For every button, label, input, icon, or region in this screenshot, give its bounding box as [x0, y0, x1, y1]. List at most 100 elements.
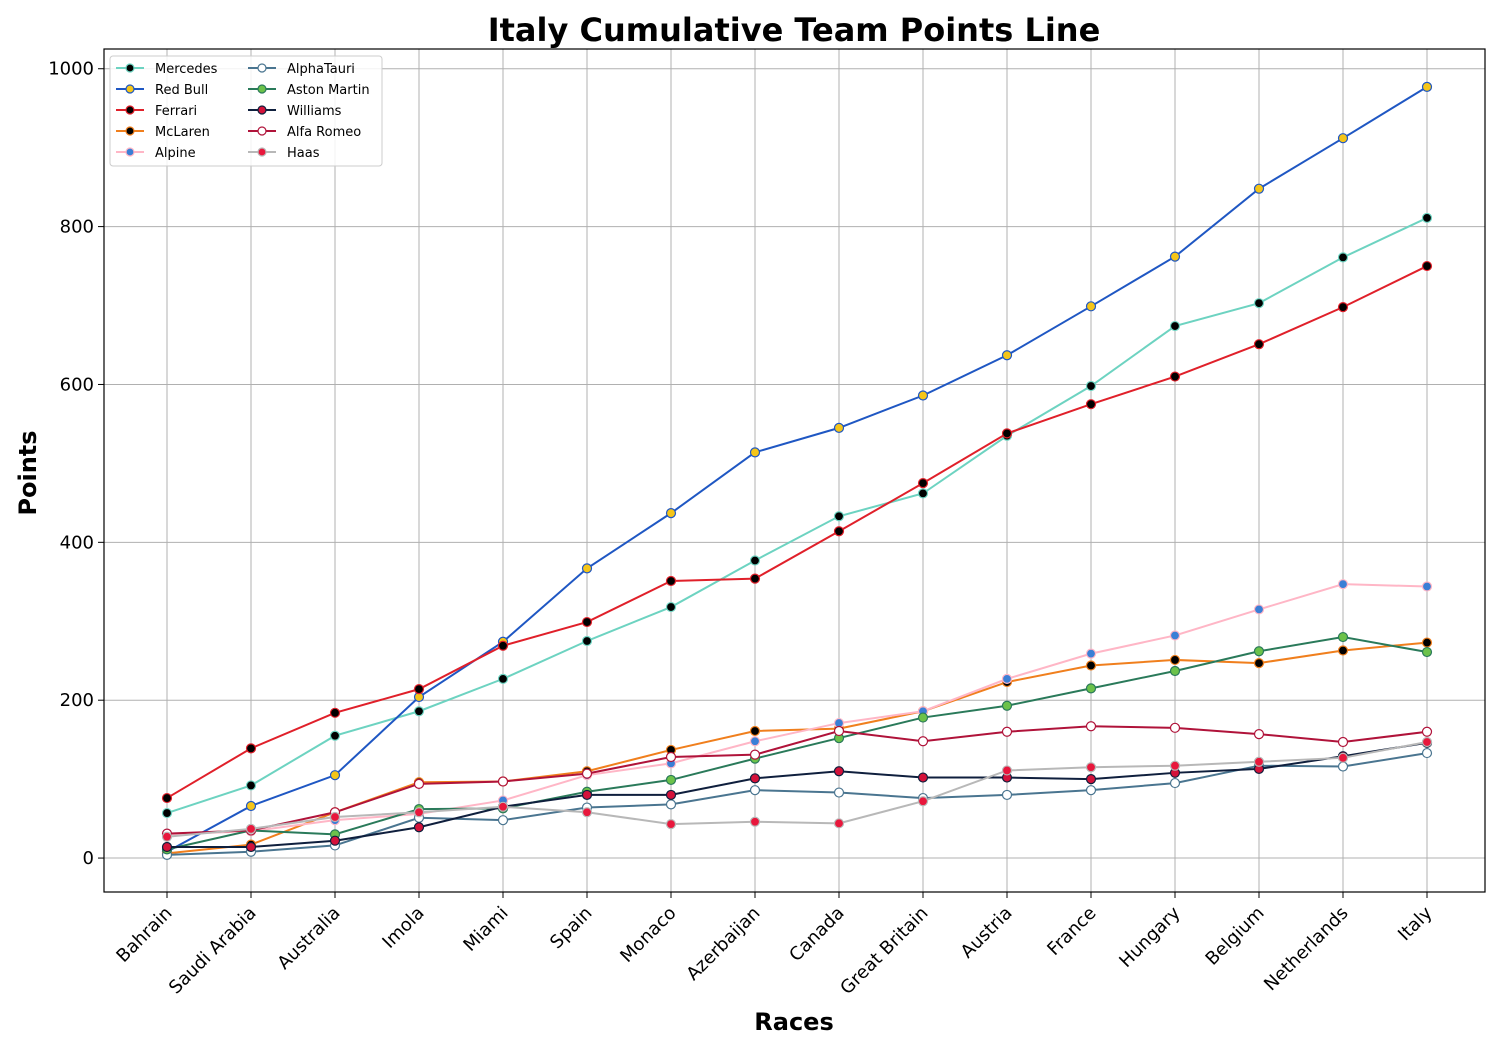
data-point	[497, 640, 509, 651]
data-point	[1253, 339, 1265, 350]
data-point	[1253, 298, 1265, 309]
grid	[104, 49, 1485, 892]
legend-swatch-marker	[125, 63, 135, 73]
data-point	[749, 736, 761, 747]
data-point	[749, 773, 761, 784]
data-point	[665, 819, 677, 830]
data-point	[161, 792, 173, 804]
data-point	[1001, 765, 1013, 776]
data-point	[1421, 637, 1433, 648]
x-tick-label: Belgium	[1202, 903, 1269, 970]
data-point	[245, 823, 257, 834]
data-point	[245, 780, 257, 791]
data-point	[749, 785, 761, 796]
data-point	[1169, 722, 1181, 733]
x-tick-label: Australia	[273, 903, 344, 974]
legend-swatch-marker	[257, 147, 267, 157]
y-axis-ticks: 0 200 400 600 800 1000	[48, 59, 104, 869]
x-tick-label: Miami	[459, 903, 512, 956]
data-point	[161, 807, 173, 819]
legend-item: Williams	[248, 104, 342, 119]
data-point	[917, 478, 929, 489]
data-point	[665, 774, 677, 786]
data-point	[833, 526, 845, 537]
data-point	[245, 743, 257, 754]
data-point	[749, 555, 761, 566]
y-tick-label: 1000	[48, 59, 94, 80]
legend-swatch-marker	[257, 105, 267, 115]
data-point	[833, 725, 845, 737]
x-tick-label: Spain	[546, 903, 596, 953]
series-alphatauri	[161, 747, 1433, 861]
data-point	[665, 799, 677, 810]
data-point	[1421, 260, 1433, 272]
data-point	[329, 770, 341, 781]
data-point	[833, 766, 845, 777]
data-point	[1085, 301, 1097, 312]
data-point	[1337, 752, 1349, 763]
data-point	[1001, 789, 1013, 801]
legend-item: Alpine	[116, 146, 196, 161]
x-axis-label: Races	[754, 1008, 833, 1036]
data-point	[413, 778, 425, 789]
data-point	[581, 563, 593, 574]
data-point	[245, 800, 257, 812]
data-point	[1085, 648, 1097, 659]
data-point	[1085, 774, 1097, 785]
plot-frame	[103, 48, 1486, 893]
x-tick-label: Canada	[785, 903, 848, 966]
legend-item: Red Bull	[116, 83, 208, 98]
data-point	[1253, 604, 1265, 615]
data-point	[1169, 665, 1181, 677]
data-point	[1337, 631, 1349, 643]
data-point	[749, 816, 761, 827]
data-point	[497, 673, 509, 684]
x-tick-label: Azerbaijan	[682, 903, 764, 985]
x-tick-label: Bahrain	[112, 903, 176, 967]
data-point	[329, 835, 341, 846]
legend-swatch-marker	[125, 147, 135, 157]
data-point	[1337, 761, 1349, 772]
data-point	[1001, 428, 1013, 439]
series-group	[161, 81, 1433, 861]
series-line	[166, 752, 1428, 856]
legend-label: Alpine	[155, 146, 196, 161]
series-line	[167, 741, 1428, 849]
data-point	[1085, 785, 1097, 796]
legend-label: Alfa Romeo	[287, 125, 361, 140]
data-point	[1085, 721, 1097, 732]
data-point	[581, 789, 593, 801]
data-point	[1421, 212, 1433, 224]
series-alpine	[161, 579, 1433, 840]
x-tick-label: Saudi Arabia	[165, 903, 261, 999]
data-point	[413, 706, 425, 717]
data-point	[1337, 133, 1349, 144]
data-point	[581, 635, 593, 647]
x-tick-label: Austria	[957, 903, 1017, 963]
legend-swatch-marker	[257, 126, 267, 136]
data-point	[1169, 371, 1181, 382]
y-tick-label: 200	[60, 690, 94, 711]
data-point	[1169, 630, 1181, 641]
series-ferrari	[161, 260, 1433, 804]
series-line	[166, 217, 1428, 815]
data-point	[1337, 252, 1349, 263]
y-tick-label: 400	[60, 532, 94, 553]
data-point	[497, 776, 509, 787]
y-tick-label: 0	[83, 848, 94, 869]
data-point	[917, 796, 929, 807]
series-line	[166, 86, 1428, 853]
data-point	[1421, 747, 1433, 759]
data-point	[1169, 654, 1181, 666]
series-line	[166, 725, 1428, 835]
data-point	[917, 390, 929, 401]
data-point	[665, 601, 677, 613]
data-point	[329, 707, 341, 718]
legend-item: Ferrari	[116, 104, 197, 119]
data-point	[665, 508, 677, 519]
data-point	[1337, 645, 1349, 656]
data-point	[833, 422, 845, 433]
data-point	[161, 831, 173, 842]
data-point	[1085, 660, 1097, 671]
data-point	[1253, 729, 1265, 740]
